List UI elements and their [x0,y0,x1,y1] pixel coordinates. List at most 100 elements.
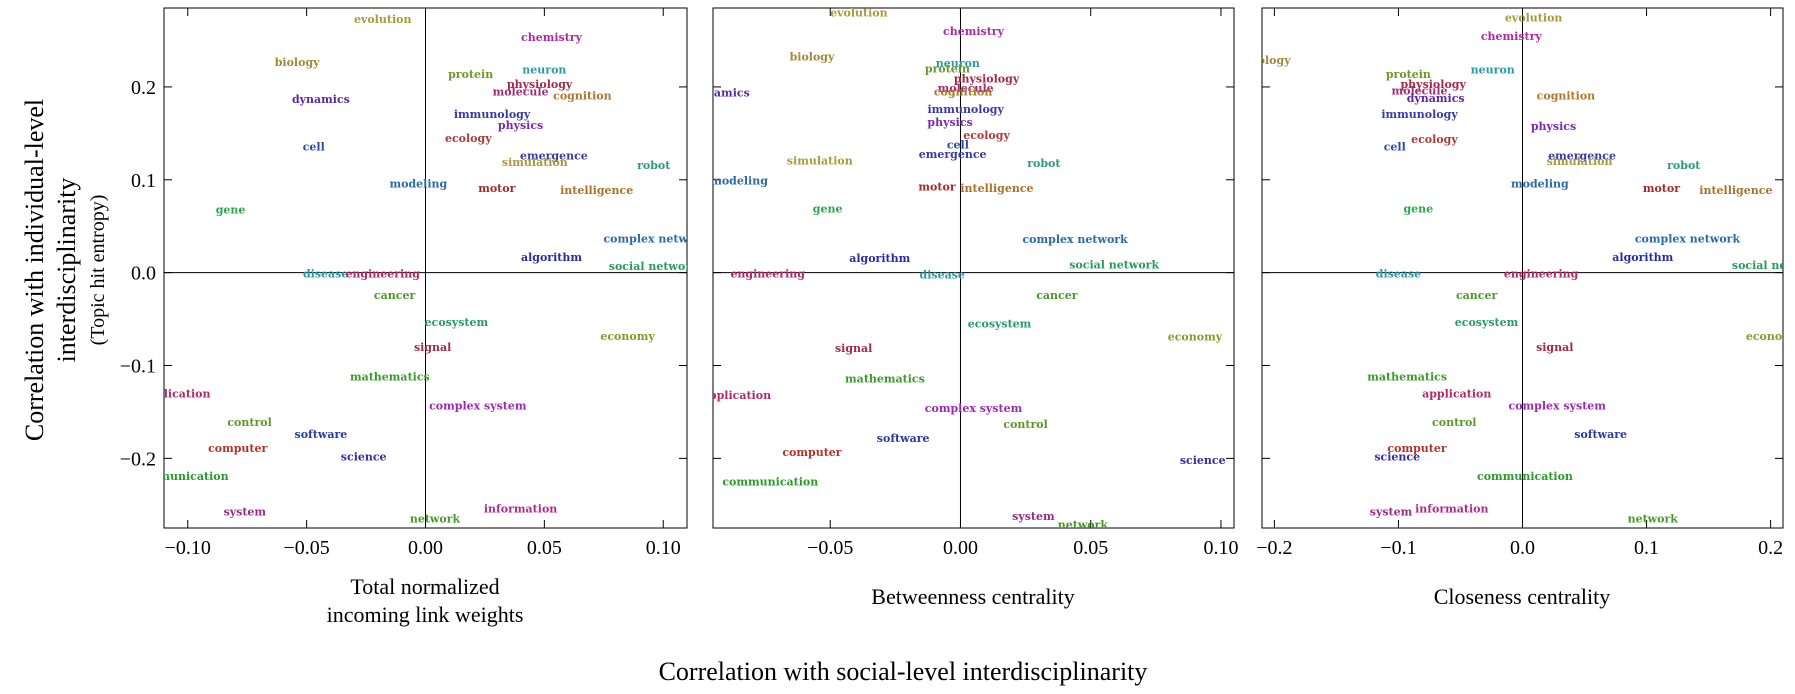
point-label-complex-system: complex system [429,399,527,412]
point-label-neuron: neuron [936,57,980,70]
point-label-network: network [1058,518,1109,531]
point-label-complex-system: complex system [925,402,1023,415]
word-points: evolutionchemistrybiologyneuronproteinph… [1262,11,1795,526]
point-label-network: network [1628,513,1679,526]
point-label-gene: gene [813,203,843,216]
point-label-software: software [877,432,930,445]
x-tick-label: 0.1 [1634,537,1659,559]
point-label-science: science [1374,451,1420,464]
point-label-disease: disease [920,269,965,282]
point-label-engineering: engineering [1504,268,1579,281]
point-label-information: information [484,503,557,516]
panel-betweenness-centrality: Betweenness centrality −0.05 0.00 0.05 0.10… [710,7,1238,609]
point-label-complex-network: complex network [603,232,709,245]
point-label-communication: communication [722,476,818,489]
point-label-disease: disease [303,268,348,281]
point-label-motor: motor [478,182,515,195]
point-label-ecosystem: ecosystem [968,318,1032,331]
point-label-cancer: cancer [1036,289,1078,302]
point-label-chemistry: chemistry [1481,30,1543,43]
point-label-immunology: immunology [454,108,531,121]
point-label-control: control [1003,418,1047,431]
point-label-simulation: simulation [1547,155,1613,168]
x-tick-label: 0.05 [527,537,562,559]
point-label-cancer: cancer [1456,289,1498,302]
point-label-engineering: engineering [345,268,420,281]
point-label-engineering: engineering [730,268,805,281]
panel-closeness-centrality: Closeness centrality −0.2 −0.1 0.0 0.1 0.2 ev… [1256,7,1795,609]
point-label-disease: disease [1376,268,1421,281]
point-label-physics: physics [1531,120,1576,133]
x-tick-label: 0.2 [1758,537,1783,559]
point-label-mathematics: mathematics [350,371,430,384]
point-label-gene: gene [1403,203,1433,216]
point-label-ecosystem: ecosystem [1455,316,1519,329]
point-label-social-network: social network [609,260,699,273]
y-axis-title-line1: Correlation with individual-level [20,99,49,441]
point-label-immunology: immunology [1381,108,1458,121]
x-tick-label: −0.10 [165,537,211,559]
point-label-cell: cell [303,140,325,153]
point-label-dynamics: dynamics [1407,92,1465,105]
point-label-simulation: simulation [502,156,568,169]
point-label-application: application [141,387,210,400]
point-label-communication: communication [1477,470,1573,483]
point-label-evolution: evolution [1505,11,1563,24]
x-tick-label: 0.05 [1073,537,1108,559]
y-tick-label: −0.2 [120,448,156,470]
point-label-cognition: cognition [553,89,612,102]
point-label-system: system [1012,510,1055,523]
x-tick-label: −0.05 [283,537,329,559]
x-axis-label-line2: incoming link weights [327,602,524,627]
x-axis-label-line1: Betweenness centrality [871,584,1074,609]
y-tick-label: 0.1 [131,170,156,192]
point-label-modeling: modeling [710,175,768,188]
point-label-chemistry: chemistry [943,25,1005,38]
point-label-modeling: modeling [1511,178,1569,191]
point-label-complex-system: complex system [1509,399,1607,412]
x-tick-label: −0.1 [1380,537,1416,559]
point-label-complex-network: complex network [1635,232,1741,245]
point-label-intelligence: intelligence [960,182,1033,195]
point-label-motor: motor [918,180,955,193]
point-label-control: control [1432,416,1476,429]
point-label-simulation: simulation [787,154,853,167]
point-label-cognition: cognition [934,86,993,99]
y-axis-subtitle: (Topic hit entropy) [87,195,109,346]
point-label-economy: economy [600,330,655,343]
point-label-molecule: molecule [1392,85,1448,98]
point-label-molecule: molecule [938,82,994,95]
point-label-software: software [295,428,348,441]
point-label-signal: signal [835,342,872,355]
x-axis-label-line1: Closeness centrality [1434,584,1611,609]
x-tick-label: 0.10 [1203,537,1238,559]
point-label-signal: signal [1536,341,1573,354]
x-tick-label: 0.0 [1510,537,1535,559]
point-label-cell: cell [947,139,969,152]
point-label-ecosystem: ecosystem [425,316,489,329]
point-label-neuron: neuron [1471,63,1515,76]
x-tick-label: 0.10 [646,537,681,559]
point-label-physics: physics [927,116,972,129]
point-label-system: system [224,505,267,518]
point-label-signal: signal [414,341,451,354]
point-label-ecology: ecology [445,132,492,145]
point-label-computer: computer [1387,442,1446,455]
point-label-control: control [227,416,271,429]
point-label-cognition: cognition [1537,89,1596,102]
point-label-robot: robot [1027,157,1061,170]
point-label-economy: economy [1746,330,1795,343]
x-tick-label: −0.05 [807,537,853,559]
y-tick-label: −0.1 [120,356,156,378]
point-label-economy: economy [1168,331,1223,344]
point-label-science: science [341,451,387,464]
point-label-physiology: physiology [954,73,1020,86]
point-label-cell: cell [1384,140,1406,153]
x-axis-label-line1: Total normalized [350,574,499,599]
word-points: evolution chemistry biology protein neuron ph… [141,13,709,526]
point-label-emergence: emergence [1548,150,1616,163]
point-label-protein: protein [448,68,493,81]
point-label-cancer: cancer [374,289,416,302]
point-label-protein: protein [1386,68,1431,81]
